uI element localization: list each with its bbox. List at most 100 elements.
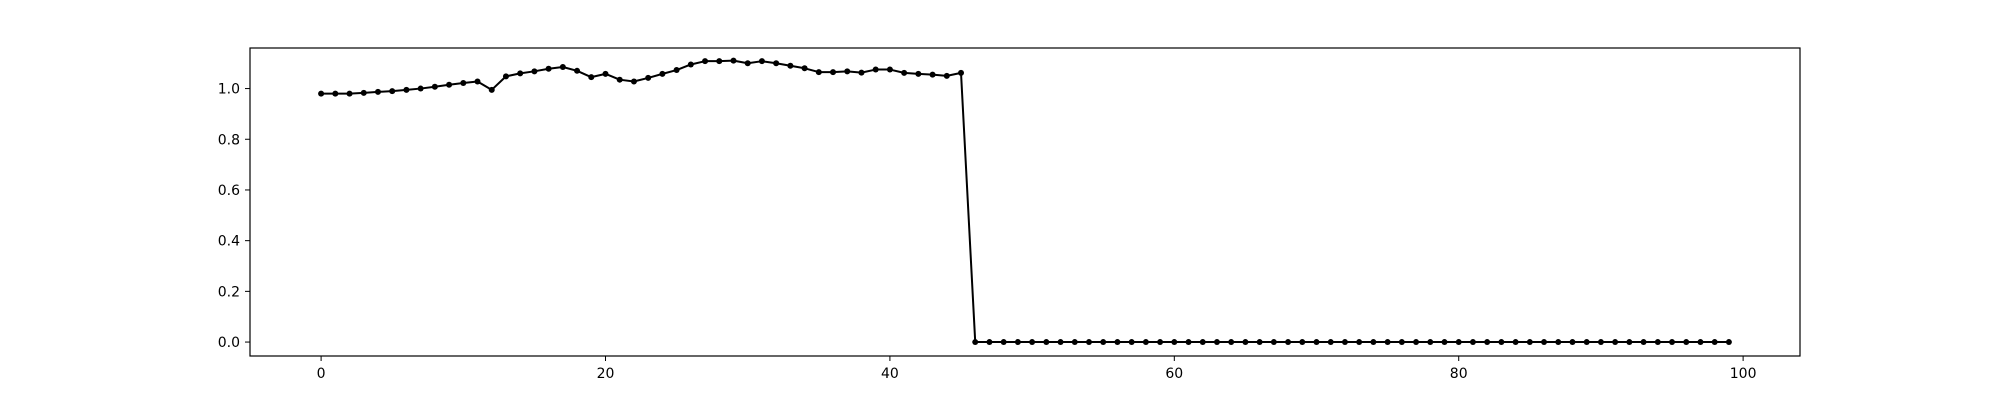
data-point: [1071, 339, 1078, 346]
y-tick-label: 0.0: [218, 335, 240, 351]
data-point: [744, 60, 751, 67]
data-point: [758, 58, 765, 65]
data-point: [1242, 339, 1249, 346]
plot-area-frame: [249, 47, 1801, 357]
data-point: [1256, 339, 1263, 346]
data-point: [1654, 339, 1661, 346]
data-point: [502, 73, 509, 80]
data-point: [1612, 339, 1619, 346]
data-point: [1171, 339, 1178, 346]
data-point: [830, 69, 837, 76]
x-tick-label: 80: [1450, 366, 1468, 382]
data-point: [844, 68, 851, 75]
x-axis-ticks: 0 20 40 60 80 100: [317, 356, 1757, 382]
data-point: [1455, 339, 1462, 346]
x-tick-label: 60: [1165, 366, 1183, 382]
data-point: [1398, 339, 1405, 346]
y-tick-label: 1.0: [218, 82, 240, 98]
data-point: [346, 90, 353, 97]
data-point: [389, 88, 396, 95]
data-point: [943, 72, 950, 79]
data-point: [630, 78, 637, 85]
data-point: [1341, 339, 1348, 346]
data-point: [1597, 339, 1604, 346]
data-point: [1526, 339, 1533, 346]
data-point: [1029, 339, 1036, 346]
data-point: [1185, 339, 1192, 346]
data-point: [958, 69, 965, 76]
data-point: [1128, 339, 1135, 346]
data-point: [1569, 339, 1576, 346]
data-point: [915, 70, 922, 77]
data-point: [1484, 339, 1491, 346]
data-point: [602, 70, 609, 77]
data-point: [1384, 339, 1391, 346]
data-point: [574, 67, 581, 74]
data-point: [1683, 339, 1690, 346]
data-point: [1014, 339, 1021, 346]
data-point: [801, 65, 808, 72]
data-point: [858, 69, 865, 76]
data-point: [1711, 339, 1718, 346]
data-point: [815, 69, 822, 76]
data-point: [1427, 339, 1434, 346]
data-point: [545, 65, 552, 72]
data-point: [1498, 339, 1505, 346]
data-point: [886, 66, 893, 73]
data-point: [1697, 339, 1704, 346]
data-point: [446, 81, 453, 88]
y-tick-label: 0.2: [218, 284, 240, 300]
data-point: [417, 85, 424, 92]
data-point: [1441, 339, 1448, 346]
y-tick-label: 0.8: [218, 132, 240, 148]
data-point: [673, 67, 680, 74]
series-line: [321, 59, 1729, 344]
data-point: [1555, 339, 1562, 346]
data-point: [1356, 339, 1363, 346]
y-tick-label: 0.6: [218, 183, 240, 199]
data-point: [1299, 339, 1306, 346]
data-point: [1285, 339, 1292, 346]
data-point: [374, 88, 381, 95]
data-point: [1057, 339, 1064, 346]
data-point: [460, 79, 467, 86]
data-point: [1000, 339, 1007, 346]
x-tick-label: 100: [1730, 366, 1757, 382]
x-tick-label: 20: [597, 366, 615, 382]
x-tick-label: 0: [317, 366, 326, 382]
data-point: [1313, 339, 1320, 346]
data-point: [773, 60, 780, 67]
data-point: [332, 90, 339, 97]
y-axis-ticks: 0.0 0.2 0.4 0.6 0.8 1.0: [218, 82, 250, 351]
data-point: [1370, 339, 1377, 346]
data-point: [730, 57, 737, 64]
y-tick-label: 0.4: [218, 234, 240, 250]
data-point: [702, 58, 709, 65]
data-point: [687, 61, 694, 68]
data-point: [986, 339, 993, 346]
data-point: [929, 71, 936, 78]
data-point: [1043, 339, 1050, 346]
data-point: [1725, 339, 1732, 346]
data-point: [1541, 339, 1548, 346]
data-point: [531, 68, 538, 75]
data-point: [1213, 339, 1220, 346]
data-point: [1469, 339, 1476, 346]
data-point: [1669, 339, 1676, 346]
data-point: [517, 70, 524, 77]
data-point: [972, 339, 979, 346]
data-point: [1100, 339, 1107, 346]
data-point: [403, 86, 410, 93]
data-point: [1228, 339, 1235, 346]
data-point: [1626, 339, 1633, 346]
data-point: [588, 74, 595, 81]
data-points: [318, 57, 1732, 346]
data-point: [645, 74, 652, 81]
data-point: [1142, 339, 1149, 346]
data-point: [872, 66, 879, 73]
data-point: [431, 83, 438, 90]
x-tick-label: 40: [881, 366, 899, 382]
data-point: [360, 89, 367, 96]
data-point: [1157, 339, 1164, 346]
